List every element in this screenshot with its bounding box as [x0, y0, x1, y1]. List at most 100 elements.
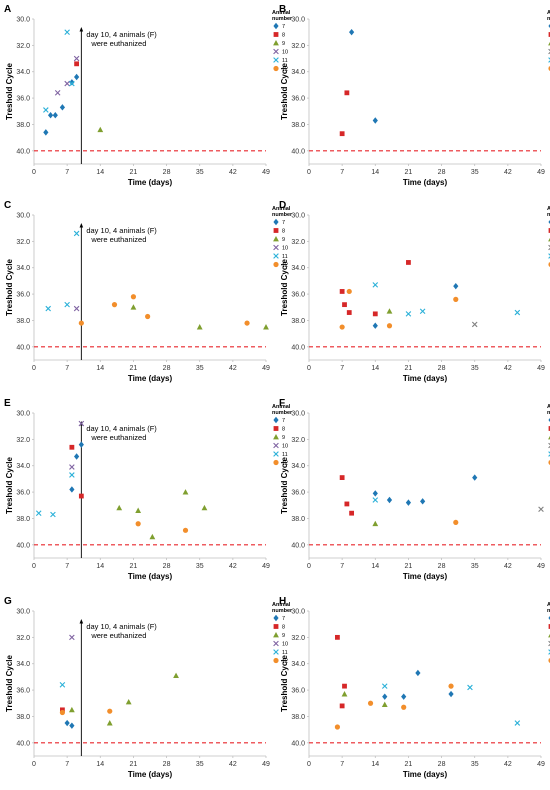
panel-label: D	[279, 200, 286, 211]
x-axis-title: Time (days)	[128, 374, 173, 383]
data-point-29	[381, 683, 388, 689]
legend-marker-10	[273, 48, 279, 55]
data-point-8	[69, 444, 75, 450]
data-point-7	[59, 104, 66, 111]
x-axis-title: Time (days)	[403, 770, 448, 779]
x-tick-label: 49	[537, 563, 545, 570]
data-point-29	[419, 308, 426, 315]
x-tick-label: 7	[65, 761, 69, 768]
data-point-25	[372, 490, 378, 497]
data-point-9	[130, 304, 137, 310]
panel-label: F	[279, 398, 285, 409]
data-point-26	[372, 311, 378, 317]
x-axis-title: Time (days)	[128, 178, 173, 187]
panel-label: G	[4, 596, 12, 607]
data-point-7	[47, 112, 54, 119]
x-tick-label: 21	[405, 761, 413, 768]
data-point-10	[73, 55, 80, 62]
legend-marker-12	[273, 261, 279, 268]
x-tick-label: 14	[371, 365, 379, 372]
y-tick-label: 30.0	[16, 213, 30, 220]
x-tick-label: 0	[32, 563, 36, 570]
data-point-25	[372, 322, 378, 329]
legend-entry-label: 12	[282, 67, 288, 73]
chart-panel-h: H 30.0 32.0 34.0 36.0 38.0 40.0 0 7 14 21 28 35 42 49 T…	[279, 596, 550, 779]
data-point-28	[471, 321, 478, 328]
x-tick-label: 28	[438, 365, 446, 372]
x-tick-label: 7	[65, 365, 69, 372]
legend-entry-label: 7	[282, 418, 285, 424]
legend-marker-9	[273, 236, 279, 242]
data-point-26	[344, 501, 350, 507]
legend-marker-8	[273, 624, 279, 629]
data-point-26	[342, 683, 347, 689]
y-tick-label: 32.0	[291, 437, 305, 444]
data-point-11	[50, 511, 56, 518]
data-point-28	[538, 506, 544, 513]
legend-marker-8	[273, 32, 279, 37]
legend-title: Animal	[272, 404, 291, 410]
data-point-26	[406, 260, 411, 265]
legend-marker-26	[548, 228, 550, 233]
y-tick-label: 30.0	[16, 17, 30, 24]
x-tick-label: 35	[471, 563, 479, 570]
x-tick-label: 14	[96, 761, 104, 768]
legend-marker-29	[548, 649, 550, 655]
data-point-11	[43, 107, 49, 113]
legend-marker-29	[548, 253, 550, 259]
data-point-30	[334, 724, 341, 730]
x-tick-label: 42	[504, 365, 512, 372]
x-tick-label: 0	[307, 365, 311, 372]
data-point-12	[130, 294, 137, 300]
y-tick-label: 30.0	[291, 411, 305, 418]
x-tick-label: 49	[262, 365, 270, 372]
y-tick-label: 30.0	[16, 411, 30, 418]
x-tick-label: 0	[307, 761, 311, 768]
legend-entry-label: 10	[282, 50, 288, 56]
data-point-9	[196, 324, 203, 330]
y-axis-title: Treshold Cycle	[5, 259, 14, 316]
x-axis-title: Time (days)	[403, 572, 448, 581]
legend-title: Animal	[547, 10, 550, 16]
x-tick-label: 35	[471, 761, 479, 768]
legend-entry-label: 7	[282, 220, 285, 226]
x-tick-label: 35	[196, 761, 204, 768]
legend-marker-26	[548, 32, 550, 37]
legend-title: Animal	[272, 10, 291, 16]
data-point-11	[59, 682, 66, 688]
legend-marker-7	[273, 22, 279, 30]
x-axis-title: Time (days)	[128, 770, 173, 779]
legend-entry-label: 9	[282, 633, 285, 639]
x-tick-label: 49	[262, 563, 270, 570]
data-point-29	[514, 309, 521, 316]
x-tick-label: 35	[471, 365, 479, 372]
data-point-7	[43, 129, 49, 136]
legend-entry-label: 11	[282, 58, 288, 64]
legend-marker-11	[273, 57, 279, 63]
legend-entry-label: 9	[282, 435, 285, 441]
legend-title: Animal	[547, 602, 550, 608]
legend-marker-10	[273, 442, 279, 449]
legend-entry-label: 10	[282, 642, 288, 648]
data-point-12	[78, 320, 84, 326]
y-tick-label: 40.0	[16, 542, 30, 549]
legend-marker-12	[273, 65, 279, 72]
legend-marker-28	[548, 244, 550, 251]
y-tick-label: 36.0	[291, 96, 305, 103]
x-tick-label: 7	[340, 169, 344, 176]
annotation-line-1: day 10, 4 animals (F)	[86, 424, 157, 433]
data-point-7	[69, 486, 75, 493]
panel-label: C	[4, 200, 11, 211]
x-tick-label: 28	[163, 761, 171, 768]
legend-entry-label: 12	[282, 263, 288, 269]
legend-title: Animal	[272, 602, 291, 608]
euthanasia-arrowhead	[79, 27, 84, 32]
annotation-line-1: day 10, 4 animals (F)	[86, 226, 157, 235]
y-tick-label: 36.0	[16, 490, 30, 497]
y-tick-label: 34.0	[16, 69, 30, 76]
legend-marker-9	[273, 632, 279, 638]
data-point-10	[54, 90, 61, 96]
x-tick-label: 14	[96, 365, 104, 372]
legend-marker-28	[548, 442, 550, 449]
legend-marker-12	[273, 459, 279, 466]
